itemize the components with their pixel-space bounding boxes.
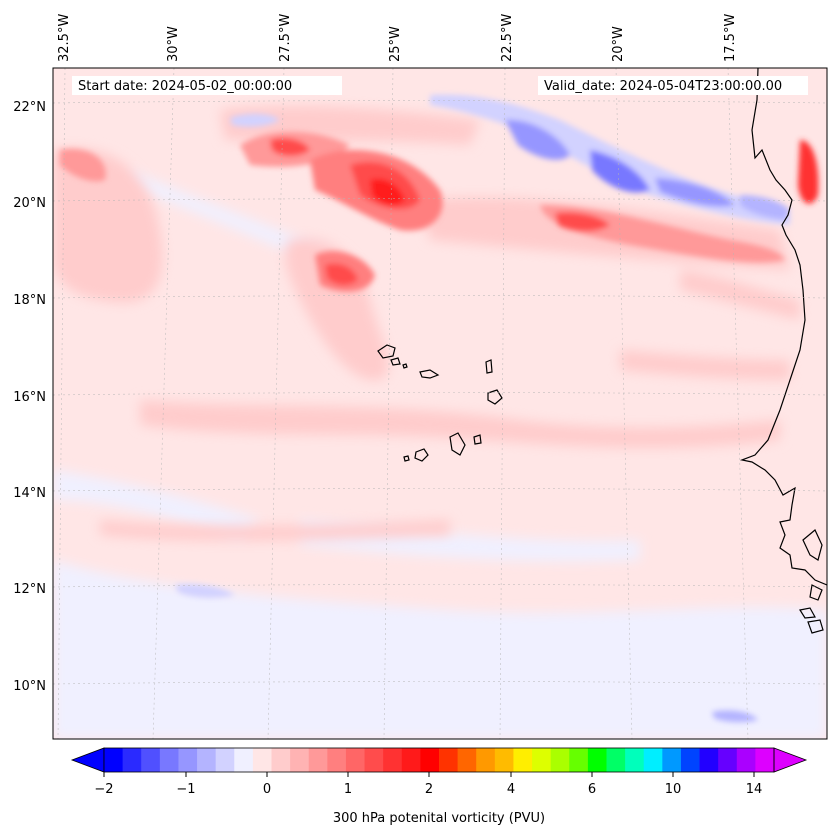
colorbar-tick-label: 14	[746, 782, 763, 797]
colorbar-segment	[401, 748, 421, 772]
colorbar-segment	[252, 748, 272, 772]
colorbar-segment	[718, 748, 738, 772]
lon-label-30w: 30°W	[166, 26, 181, 62]
lon-label-25w: 25°W	[388, 26, 403, 62]
colorbar-tick-label: 0	[263, 782, 271, 797]
colorbar-segments	[104, 748, 775, 772]
colorbar-tick-label: 1	[344, 782, 352, 797]
colorbar-segment	[513, 748, 533, 772]
colorbar-segment	[290, 748, 310, 772]
colorbar-extend-high	[773, 747, 808, 773]
colorbar-segment	[141, 748, 161, 772]
colorbar-segment	[494, 748, 514, 772]
colorbar-segment	[625, 748, 645, 772]
negative-pv-streak	[175, 94, 790, 723]
colorbar-segment	[122, 748, 142, 772]
colorbar-segment	[215, 748, 235, 772]
lat-label-18n: 18°N	[13, 293, 46, 308]
colorbar-segment	[104, 748, 124, 772]
colorbar-segment	[476, 748, 496, 772]
colorbar-outline	[103, 747, 775, 773]
colorbar-segment	[699, 748, 719, 772]
map-panel	[53, 68, 827, 739]
colorbar-segment	[345, 748, 366, 772]
lat-label-14n: 14°N	[13, 486, 46, 501]
valid-date-box	[538, 76, 808, 95]
lat-label-10n: 10°N	[13, 679, 46, 694]
colorbar-tick-label: 10	[665, 782, 682, 797]
lon-label-22-5w: 22.5°W	[500, 14, 515, 62]
lon-label-27-5w: 27.5°W	[278, 14, 293, 62]
cape-verde-santo-antao	[377, 344, 396, 359]
lat-label-22n: 22°N	[13, 100, 46, 115]
colorbar-segment	[587, 748, 607, 772]
valid-date-label: Valid_date: 2024-05-04T23:00:00.00	[544, 79, 782, 94]
colorbar-segment	[383, 748, 403, 772]
colorbar-segment	[457, 748, 477, 772]
colorbar-segment	[569, 748, 589, 772]
colorbar-title: 300 hPa potenital vorticity (PVU)	[333, 811, 545, 826]
colorbar-segment	[271, 748, 291, 772]
colorbar-segment	[439, 748, 459, 772]
colorbar-segment	[327, 748, 347, 772]
colorbar-tick-label: 4	[507, 782, 515, 797]
colorbar-segment	[736, 748, 756, 772]
graticule	[53, 68, 827, 739]
lat-label-20n: 20°N	[13, 196, 46, 211]
colorbar-segment	[643, 748, 663, 772]
colorbar-segment	[308, 748, 328, 772]
colorbar-segment	[234, 748, 254, 772]
lon-label-32-5w: 32.5°W	[57, 14, 72, 62]
colorbar-segment	[532, 748, 552, 772]
lat-label-16n: 16°N	[13, 390, 46, 405]
colorbar-tick-label: 6	[588, 782, 596, 797]
colorbar-segment	[606, 748, 626, 772]
colorbar-segment	[364, 748, 384, 772]
map-frame	[52, 67, 828, 740]
start-date-label: Start date: 2024-05-02_00:00:00	[78, 79, 292, 94]
colorbar-tick-label: −2	[94, 782, 113, 797]
colorbar-segment	[550, 748, 570, 772]
low-pv-field	[53, 170, 827, 739]
colorbar-segment	[159, 748, 179, 772]
colorbar: −2 −1 0 1 2 4 6 10 14 300 hPa potenital …	[70, 747, 808, 826]
lon-label-17-5w: 17.5°W	[723, 14, 738, 62]
colorbar-extend-low	[70, 747, 105, 773]
lon-label-20w: 20°W	[611, 26, 626, 62]
colorbar-segment	[197, 748, 217, 772]
colorbar-tick-label: 2	[425, 782, 433, 797]
coastlines	[377, 68, 827, 634]
colorbar-segment	[680, 748, 701, 772]
start-date-box	[72, 76, 342, 95]
colorbar-segment	[755, 748, 775, 772]
colorbar-segment	[420, 748, 440, 772]
colorbar-segment	[662, 748, 682, 772]
africa-coastline	[739, 68, 827, 586]
colorbar-segment	[178, 748, 198, 772]
colorbar-tick-label: −1	[176, 782, 195, 797]
lat-label-12n: 12°N	[13, 582, 46, 597]
